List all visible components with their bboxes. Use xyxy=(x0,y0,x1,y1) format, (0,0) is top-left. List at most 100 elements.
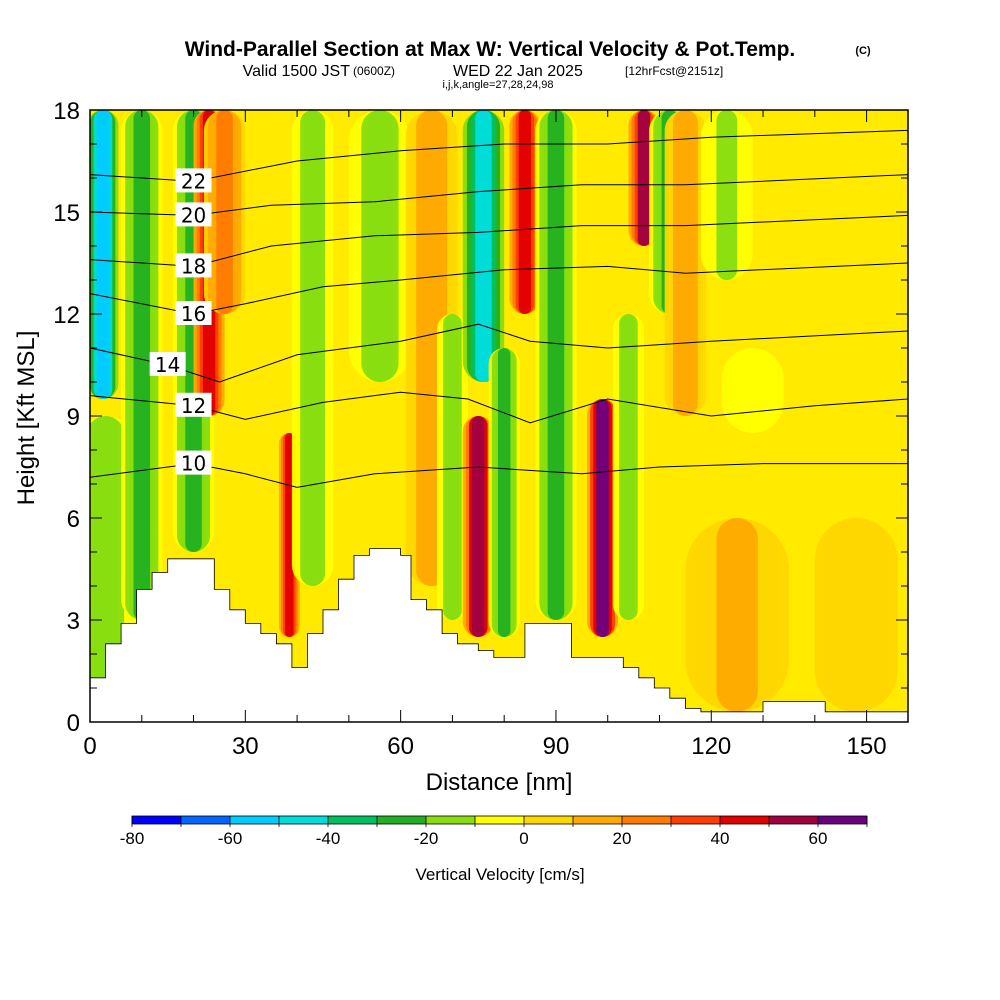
velocity-band-20-level-3 xyxy=(677,110,694,416)
velocity-band-13-level-3 xyxy=(497,348,511,637)
colorbar-swatch xyxy=(181,816,231,824)
velocity-band-20 xyxy=(664,110,707,416)
x-tick-label: 30 xyxy=(232,733,259,760)
velocity-band-24 xyxy=(814,518,898,712)
colorbar-swatch xyxy=(475,816,525,824)
velocity-band-21-level-3 xyxy=(716,110,738,280)
velocity-band-8-level-3 xyxy=(367,110,393,382)
velocity-band-11 xyxy=(462,416,494,637)
velocity-band-15-level-3 xyxy=(547,110,565,620)
velocity-band-12 xyxy=(462,110,505,382)
velocity-band-22-level-3 xyxy=(740,348,766,433)
velocity-band-6-level-3 xyxy=(285,433,294,637)
theta-label-20: 20 xyxy=(175,202,212,227)
theta-label-text-20: 20 xyxy=(181,203,206,227)
theta-label-14: 14 xyxy=(149,352,186,377)
velocity-band-2 xyxy=(121,110,163,620)
theta-label-18: 18 xyxy=(175,253,212,278)
y-tick-label: 3 xyxy=(67,608,80,635)
velocity-band-17-level-3 xyxy=(622,314,635,620)
y-tick-label: 0 xyxy=(67,710,80,737)
velocity-band-21 xyxy=(700,110,753,280)
velocity-band-5 xyxy=(203,110,246,314)
velocity-band-10-level-3 xyxy=(446,314,459,620)
y-tick-label: 6 xyxy=(67,506,80,533)
y-axis-title: Height [Kft MSL] xyxy=(13,331,40,506)
velocity-band-0-level-3 xyxy=(96,110,110,399)
velocity-band-11-level-3 xyxy=(472,416,485,637)
colorbar-tick-label: -20 xyxy=(414,829,439,848)
theta-label-box-10 xyxy=(175,450,212,475)
theta-label-box-14 xyxy=(149,352,186,376)
velocity-band-10 xyxy=(436,314,468,620)
velocity-band-15 xyxy=(535,110,577,620)
theta-contour-10 xyxy=(90,463,908,488)
velocity-band-0 xyxy=(90,110,119,399)
theta-contour-12 xyxy=(90,391,908,424)
theta-label-10: 10 xyxy=(175,450,212,476)
colorbar-swatch xyxy=(671,816,721,824)
valid-prefix: Valid 1500 JST xyxy=(243,63,351,80)
x-tick-label: 90 xyxy=(543,733,570,760)
velocity-band-13 xyxy=(488,348,520,637)
y-tick-label: 18 xyxy=(53,98,80,125)
colorbar-tick-label: 20 xyxy=(613,829,632,848)
theta-label-12: 12 xyxy=(175,392,212,418)
colorbar-swatch xyxy=(720,816,770,824)
colorbar: -80 -60 -40 -20 0 20 40 60 xyxy=(120,815,868,848)
velocity-band-23 xyxy=(685,518,789,712)
velocity-band-7-level-3 xyxy=(304,110,321,586)
theta-label-text-16: 16 xyxy=(181,302,206,326)
colorbar-tick-label: 40 xyxy=(711,829,730,848)
theta-label-text-10: 10 xyxy=(181,452,206,476)
y-tick-label: 9 xyxy=(67,404,80,431)
theta-label-text-18: 18 xyxy=(181,254,206,278)
y-tick-label: 15 xyxy=(53,200,80,227)
theta-label-box-16 xyxy=(175,301,212,325)
x-axis-title: Distance [nm] xyxy=(426,769,573,796)
velocity-band-18 xyxy=(628,110,660,246)
grid-indices: i,j,k,angle=27,28,24,98 xyxy=(442,79,553,91)
x-tick-label: 150 xyxy=(847,733,887,760)
theta-label-16: 16 xyxy=(175,301,212,326)
theta-label-box-18 xyxy=(175,253,212,278)
velocity-band-14-level-3 xyxy=(518,110,532,314)
colorbar-swatch xyxy=(573,816,623,824)
forecast-info: [12hrFcst@2151z] xyxy=(625,64,723,78)
velocity-band-22 xyxy=(721,348,784,433)
colorbar-tick-label: -60 xyxy=(218,829,243,848)
valid-date: WED 22 Jan 2025 xyxy=(453,63,583,80)
colorbar-swatch xyxy=(622,816,672,824)
velocity-band-18-level-3 xyxy=(637,110,651,246)
velocity-band-24-level-3 xyxy=(839,518,873,712)
colorbar-swatch xyxy=(230,816,280,824)
x-tick-label: 120 xyxy=(691,733,731,760)
colorbar-swatch xyxy=(328,816,378,824)
colorbar-swatch xyxy=(818,816,868,824)
theta-label-box-20 xyxy=(175,202,212,227)
colorbar-tick-label: 60 xyxy=(809,829,828,848)
colorbar-tick-label: 0 xyxy=(519,829,528,848)
colorbar-tick-label: -40 xyxy=(316,829,341,848)
x-tick-label: 60 xyxy=(387,733,414,760)
theta-label-text-22: 22 xyxy=(181,169,206,193)
theta-label-text-14: 14 xyxy=(155,353,180,377)
theta-label-box-22 xyxy=(175,168,212,193)
terrain-mask xyxy=(90,548,908,722)
velocity-band-17 xyxy=(612,314,644,620)
colorbar-title: Vertical Velocity [cm/s] xyxy=(415,865,584,884)
colorbar-tick-label: -80 xyxy=(120,829,145,848)
velocity-band-2-level-3 xyxy=(133,110,151,620)
velocity-band-23-level-3 xyxy=(716,518,758,712)
velocity-band-14 xyxy=(509,110,541,314)
theta-label-box-12 xyxy=(175,392,212,417)
colorbar-swatch xyxy=(377,816,427,824)
velocity-band-5-level-3 xyxy=(216,110,233,314)
velocity-band-12-level-3 xyxy=(475,110,492,382)
velocity-band-8 xyxy=(348,110,411,382)
y-tick-label: 12 xyxy=(53,302,80,329)
theta-label-22: 22 xyxy=(175,168,212,193)
velocity-band-16 xyxy=(587,399,619,637)
plot-content: 10 12 14 16 18 20 22 xyxy=(90,110,908,722)
